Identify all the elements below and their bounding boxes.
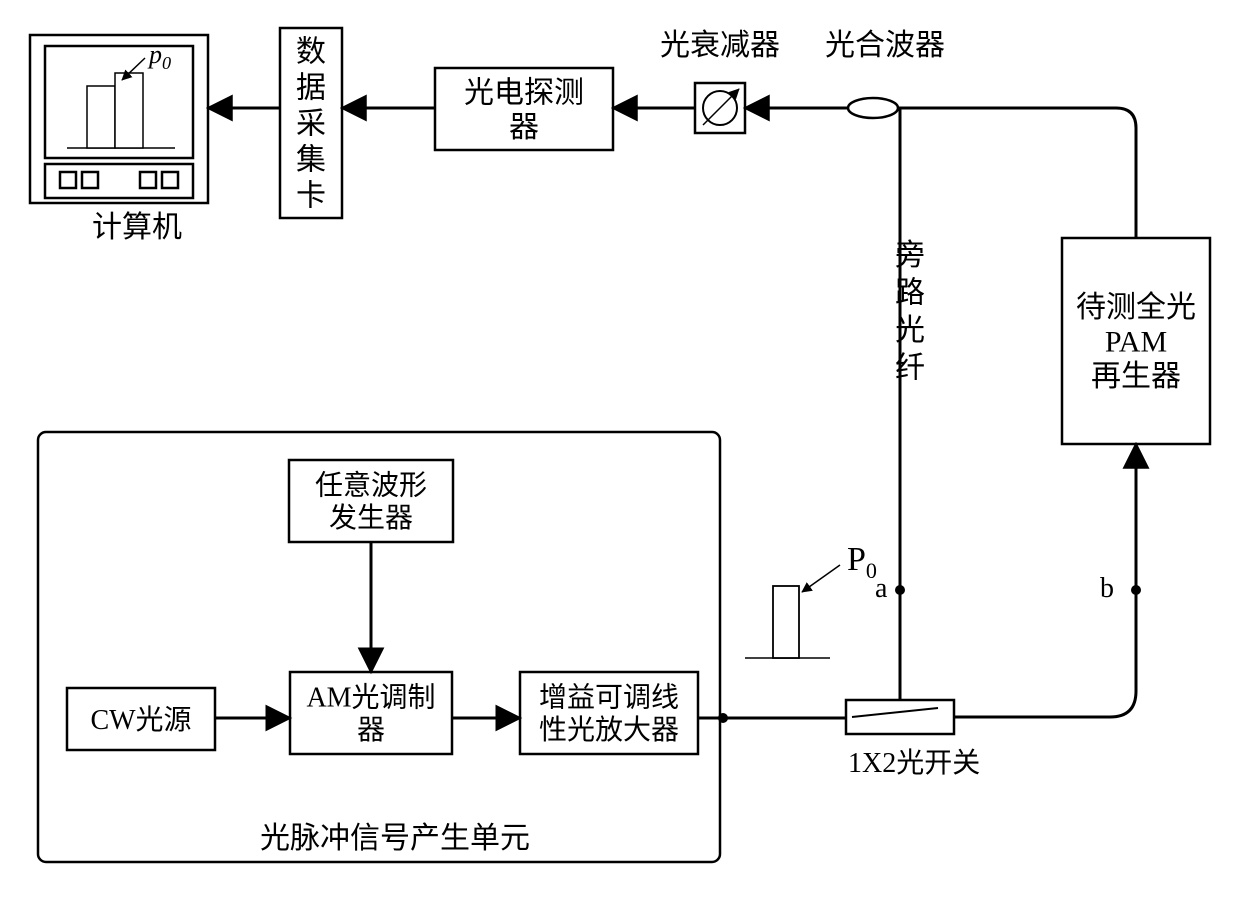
svg-text:器: 器 <box>509 111 539 144</box>
svg-text:发生器: 发生器 <box>329 502 413 534</box>
svg-text:任意波形: 任意波形 <box>315 470 427 502</box>
attenuator-label: 光衰减器 <box>660 29 780 62</box>
svg-text:再生器: 再生器 <box>1091 360 1181 393</box>
node-a <box>895 585 905 595</box>
computer-knob <box>162 172 178 188</box>
computer-knob <box>140 172 156 188</box>
conn-pam-combiner <box>898 108 1136 238</box>
combiner-icon <box>848 98 898 118</box>
combiner-label: 光合波器 <box>825 29 945 62</box>
svg-text:AM光调制: AM光调制 <box>306 682 435 714</box>
screen-bar <box>115 73 143 148</box>
svg-text:数: 数 <box>296 36 326 69</box>
svg-text:卡: 卡 <box>296 180 326 213</box>
pulse-unit-label: 光脉冲信号产生单元 <box>260 822 530 855</box>
switch-label: 1X2光开关 <box>848 747 980 779</box>
computer-knob <box>60 172 76 188</box>
svg-text:据: 据 <box>296 72 326 105</box>
computer-label: 计算机 <box>92 211 182 244</box>
svg-text:采: 采 <box>296 108 326 141</box>
p0-big: P0 <box>847 541 877 583</box>
svg-text:待测全光: 待测全光 <box>1076 291 1196 324</box>
node-b <box>1131 585 1141 595</box>
bypass-fiber-label: 路 <box>895 277 925 310</box>
svg-text:光电探测: 光电探测 <box>464 76 584 109</box>
bypass-fiber-label: 纤 <box>895 352 925 385</box>
svg-text:性光放大器: 性光放大器 <box>539 714 679 746</box>
svg-text:器: 器 <box>357 715 385 746</box>
svg-text:PAM: PAM <box>1105 326 1167 359</box>
p0-big-pointer <box>802 565 840 592</box>
optical-switch-box <box>846 700 954 734</box>
svg-text:增益可调线: 增益可调线 <box>539 682 679 714</box>
pulse-bar <box>773 586 799 658</box>
bypass-fiber-label: 光 <box>895 314 925 347</box>
svg-text:集: 集 <box>296 144 326 177</box>
node-amp-out <box>718 713 728 723</box>
port-b-label: b <box>1100 573 1114 604</box>
screen-bar <box>87 86 115 148</box>
svg-text:CW光源: CW光源 <box>90 704 191 736</box>
bypass-fiber-label: 旁 <box>895 239 925 272</box>
computer-knob <box>82 172 98 188</box>
